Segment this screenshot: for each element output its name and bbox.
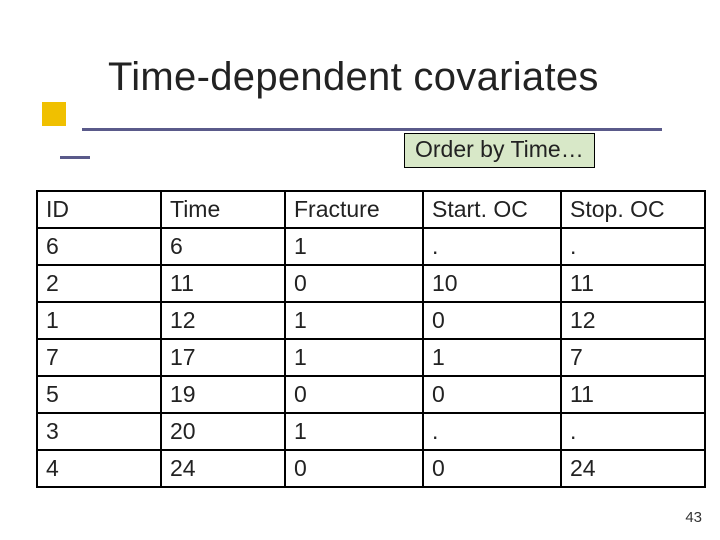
table-cell: 1 xyxy=(285,228,423,265)
table-cell: 6 xyxy=(161,228,285,265)
table-cell: 20 xyxy=(161,413,285,450)
table-cell: 0 xyxy=(285,450,423,487)
table-cell: 11 xyxy=(561,265,705,302)
table-row: 1121012 xyxy=(37,302,705,339)
table-header-cell: ID xyxy=(37,191,161,228)
table-row: 4240024 xyxy=(37,450,705,487)
table-cell: 24 xyxy=(161,450,285,487)
accent-square xyxy=(42,102,66,126)
table-row: 717117 xyxy=(37,339,705,376)
table-cell: 19 xyxy=(161,376,285,413)
table-header-cell: Stop. OC xyxy=(561,191,705,228)
title-tick xyxy=(60,156,90,159)
table-cell: 2 xyxy=(37,265,161,302)
table-cell: 24 xyxy=(561,450,705,487)
table-cell: . xyxy=(561,413,705,450)
slide-title: Time-dependent covariates xyxy=(40,55,680,100)
title-underline xyxy=(82,128,662,131)
table-row: 5190011 xyxy=(37,376,705,413)
table-cell: 1 xyxy=(285,413,423,450)
table-cell: 1 xyxy=(423,339,561,376)
table-header-cell: Fracture xyxy=(285,191,423,228)
table-cell: 6 xyxy=(37,228,161,265)
table-cell: 3 xyxy=(37,413,161,450)
table-cell: 0 xyxy=(423,450,561,487)
table-row: 21101011 xyxy=(37,265,705,302)
table-row: 3201.. xyxy=(37,413,705,450)
table-cell: 12 xyxy=(561,302,705,339)
table-cell: . xyxy=(423,228,561,265)
table-cell: 0 xyxy=(285,265,423,302)
table-cell: 10 xyxy=(423,265,561,302)
page-number: 43 xyxy=(685,509,702,526)
table-header-row: IDTimeFractureStart. OCStop. OC xyxy=(37,191,705,228)
table-cell: . xyxy=(561,228,705,265)
table-cell: 17 xyxy=(161,339,285,376)
table-cell: 7 xyxy=(37,339,161,376)
table-row: 661.. xyxy=(37,228,705,265)
table-cell: 0 xyxy=(423,302,561,339)
table-cell: . xyxy=(423,413,561,450)
table-cell: 0 xyxy=(423,376,561,413)
table-cell: 11 xyxy=(161,265,285,302)
table-cell: 5 xyxy=(37,376,161,413)
slide: Time-dependent covariates Order by Time…… xyxy=(0,0,720,540)
table-cell: 1 xyxy=(37,302,161,339)
data-table: IDTimeFractureStart. OCStop. OC661..2110… xyxy=(36,190,706,488)
table-cell: 0 xyxy=(285,376,423,413)
table-cell: 12 xyxy=(161,302,285,339)
table-cell: 4 xyxy=(37,450,161,487)
table-cell: 7 xyxy=(561,339,705,376)
table-header-cell: Time xyxy=(161,191,285,228)
table-cell: 1 xyxy=(285,339,423,376)
table-cell: 1 xyxy=(285,302,423,339)
title-wrap: Time-dependent covariates xyxy=(40,55,680,100)
table-cell: 11 xyxy=(561,376,705,413)
order-by-label: Order by Time… xyxy=(404,133,595,168)
table-header-cell: Start. OC xyxy=(423,191,561,228)
